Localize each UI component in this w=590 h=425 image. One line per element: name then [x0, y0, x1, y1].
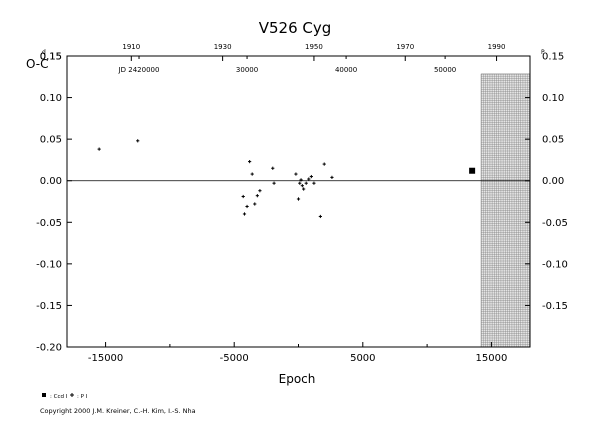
data-point-pi [302, 187, 306, 191]
right-y-tick-label: 0.10 [542, 93, 564, 104]
right-y-tick-label: 0.15 [542, 52, 564, 63]
data-point-pi [242, 212, 247, 216]
data-point-pi [322, 162, 326, 166]
legend-marker-pi [70, 393, 74, 397]
x-tick-label: 15000 [476, 353, 508, 364]
data-point-pi [258, 189, 262, 193]
x-tick-label: -5000 [220, 353, 249, 364]
data-point-pi [318, 214, 322, 219]
x-tick-label: 5000 [350, 353, 375, 364]
data-point-pi [299, 178, 303, 182]
data-point-pi [330, 175, 334, 179]
top-jd-label: 30000 [236, 66, 258, 74]
data-point-pi [250, 172, 254, 176]
left-y-tick-label: -0.10 [36, 259, 62, 270]
chart-title: V526 Cyg [259, 19, 332, 37]
data-point-pi [300, 184, 304, 188]
left-y-tick-label: -0.05 [36, 218, 62, 229]
left-y-tick-label: 0.05 [40, 135, 62, 146]
data-point-pi [309, 174, 313, 179]
left-y-tick-label: -0.20 [36, 343, 62, 354]
right-y-tick-label: -0.05 [542, 218, 568, 229]
right-y-tick-label: 0.05 [542, 135, 564, 146]
data-point-pi [136, 139, 140, 143]
data-point-pi [245, 204, 249, 209]
data-point-ccd [469, 167, 476, 174]
data-point-pi [304, 181, 308, 185]
top-jd-label: JD 2420000 [118, 66, 160, 74]
copyright-text: Copyright 2000 J.M. Kreiner, C.-H. Kim, … [40, 407, 196, 415]
data-point-pi [241, 194, 245, 199]
right-y-tick-label: -0.10 [542, 259, 568, 270]
data-point-pi [312, 181, 316, 185]
data-point-pi [272, 181, 276, 185]
data-point-pi [97, 147, 101, 151]
right-y-tick-label: 0.00 [542, 176, 564, 187]
legend: : Ccd I : P I [42, 393, 88, 400]
top-year-label: 1970 [396, 43, 414, 51]
top-jd-label: 50000 [434, 66, 456, 74]
left-y-tick-label: 0.10 [40, 93, 62, 104]
data-point-pi [307, 177, 311, 181]
data-point-pi [255, 194, 259, 198]
right-y-tick-label: -0.15 [542, 301, 568, 312]
top-year-label: 1930 [214, 43, 232, 51]
left-unit-superscript: d [42, 49, 46, 56]
legend-label-pi: : P I [77, 394, 88, 400]
x-tick-label: -15000 [88, 353, 123, 364]
data-point-pi [296, 197, 301, 201]
legend-label-ccd: : Ccd I [50, 394, 68, 400]
right-unit-superscript: P [541, 49, 545, 56]
data-point-pi [248, 159, 252, 164]
top-jd-label: 40000 [335, 66, 357, 74]
left-y-tick-label: 0.00 [40, 176, 62, 187]
top-year-label: 1990 [488, 43, 506, 51]
y-axis-label: O-C [26, 57, 49, 71]
data-point-pi [298, 181, 302, 185]
data-point-pi [294, 172, 298, 176]
top-year-label: 1910 [122, 43, 140, 51]
left-y-tick-label: -0.15 [36, 301, 62, 312]
left-y-tick-label: 0.15 [40, 52, 62, 63]
x-axis-label: Epoch [279, 372, 316, 386]
plot-frame [66, 55, 531, 348]
data-point-pi [271, 166, 275, 170]
shaded-region [480, 73, 531, 348]
left-y-tick-label: 0.15 [40, 52, 62, 63]
legend-marker-ccd [42, 393, 46, 397]
top-year-label: 1950 [305, 43, 323, 51]
data-point-pi [253, 202, 257, 206]
